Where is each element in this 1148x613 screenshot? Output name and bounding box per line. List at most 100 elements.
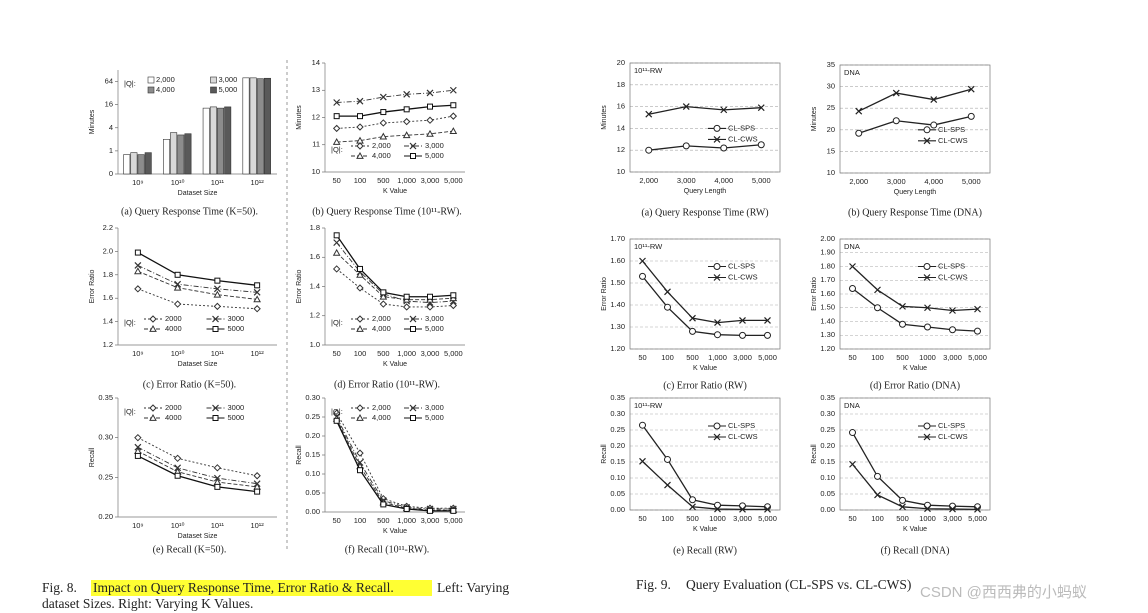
y-tick-label: 0.00 [305, 507, 320, 516]
marker [332, 265, 341, 273]
y-tick-label: 0.25 [98, 472, 113, 481]
marker [253, 295, 261, 303]
caption: (a) Query Response Time (RW) [641, 207, 768, 218]
marker [764, 316, 771, 324]
x-tick-label: 50 [848, 353, 856, 362]
marker [923, 126, 931, 134]
fig9-text: Query Evaluation (CL-SPS vs. CL-CWS) [686, 577, 911, 592]
marker [967, 85, 975, 93]
marker [713, 274, 721, 281]
legend-text: CL-CWS [728, 432, 758, 441]
marker [664, 288, 671, 296]
y-tick-label: 2.2 [103, 223, 113, 232]
marker [427, 103, 433, 110]
legend-swatch [147, 86, 155, 94]
marker [173, 283, 182, 291]
bar [263, 77, 271, 175]
legend-label: |Q|: [124, 318, 136, 327]
line [858, 88, 972, 112]
legend-label: |Q|: [124, 407, 136, 416]
marker [923, 433, 931, 441]
marker [713, 422, 721, 430]
legend-label: |Q|: [124, 79, 136, 88]
y-tick-label: 13 [312, 85, 320, 94]
line [137, 288, 258, 310]
y-tick-label: 0.00 [820, 505, 835, 514]
x-tick-label: 100 [354, 349, 367, 358]
y-tick-label: 1.20 [610, 344, 625, 353]
marker [664, 303, 671, 311]
x-tick-label: 500 [896, 514, 909, 523]
x-tick-label: 3,000 [887, 177, 906, 186]
watermark: CSDN @西西弗的小蚂蚁 [920, 584, 1087, 601]
annotation: 10¹¹-RW [634, 66, 663, 75]
plot-frame [839, 397, 991, 511]
x-axis-label: K Value [383, 188, 407, 195]
fig8-rest-line: Left: Varying [437, 580, 509, 595]
x-tick-label: 10¹² [250, 178, 264, 187]
y-tick-label: 0.20 [820, 441, 835, 450]
bar [224, 106, 232, 175]
y-tick-label: 1.2 [310, 311, 320, 320]
y-axis-label: Error Ratio [811, 277, 818, 311]
marker [333, 99, 341, 106]
legend-label: |Q|: [331, 145, 343, 154]
legend-text: 5000 [228, 324, 245, 333]
y-tick-label: 0.15 [305, 450, 320, 459]
y-tick-label: 0.15 [820, 457, 835, 466]
plot-frame [839, 64, 991, 174]
marker [254, 282, 261, 289]
x-tick-label: 500 [686, 353, 699, 362]
marker [409, 142, 417, 150]
marker [974, 327, 981, 335]
x-tick-label: 3,000 [733, 353, 752, 362]
legend-text: 4,000 [372, 151, 391, 160]
marker [356, 315, 364, 323]
marker [682, 142, 690, 150]
x-tick-label: 50 [638, 353, 646, 362]
marker [449, 112, 458, 120]
marker [253, 305, 261, 313]
line [137, 252, 258, 286]
line [336, 416, 454, 510]
x-axis-label: Dataset Size [178, 190, 218, 197]
y-tick-label: 30 [827, 82, 835, 91]
y-tick-label: 12 [617, 145, 625, 154]
legend-text: 4000 [165, 324, 182, 333]
legend-text: 2,000 [372, 141, 391, 150]
marker [713, 433, 721, 441]
x-tick-label: 500 [377, 516, 390, 525]
y-tick-label: 0.25 [305, 412, 320, 421]
marker [923, 263, 931, 270]
plot-frame [629, 62, 781, 173]
x-axis-label: Query Length [684, 188, 727, 195]
x-tick-label: 10¹² [250, 349, 264, 358]
x-tick-label: 100 [661, 353, 674, 362]
legend-text: 5,000 [425, 324, 444, 333]
marker [739, 505, 746, 513]
x-axis-label: Dataset Size [178, 361, 218, 368]
marker [333, 417, 340, 424]
marker [689, 327, 696, 335]
x-tick-label: 500 [896, 353, 909, 362]
y-tick-label: 1.6 [103, 293, 113, 302]
y-tick-label: 10 [827, 168, 835, 177]
marker [713, 135, 721, 143]
y-tick-label: 1.60 [820, 289, 835, 298]
marker [149, 324, 157, 332]
y-tick-label: 0.20 [610, 441, 625, 450]
y-tick-label: 20 [827, 125, 835, 134]
marker [426, 303, 434, 311]
marker [739, 316, 746, 324]
x-axis-label: K Value [383, 361, 407, 368]
marker [764, 331, 771, 339]
marker [689, 503, 696, 511]
caption: (c) Error Ratio (K=50). [143, 379, 236, 390]
x-tick-label: 50 [332, 176, 340, 185]
marker [379, 93, 387, 101]
line [851, 463, 978, 511]
marker [134, 452, 141, 459]
marker [212, 404, 219, 412]
y-axis-label: Minutes [89, 109, 96, 134]
